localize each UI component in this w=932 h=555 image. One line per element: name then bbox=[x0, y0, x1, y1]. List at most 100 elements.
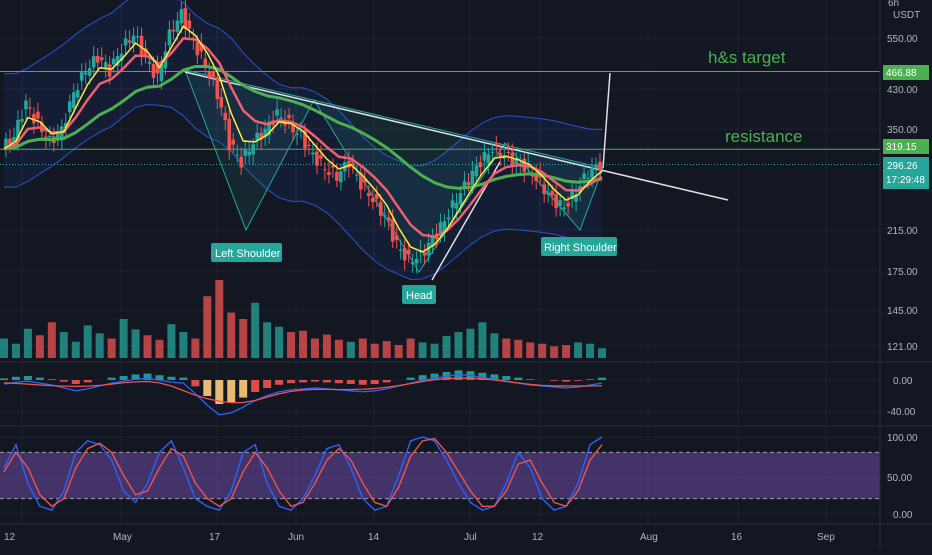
macd-histogram-bar bbox=[155, 375, 164, 380]
candle-body bbox=[295, 133, 299, 135]
right-shoulder-callout: Right Shoulder bbox=[541, 237, 617, 256]
volume-bar bbox=[322, 334, 331, 358]
candle-body bbox=[83, 72, 88, 75]
candle-body bbox=[594, 164, 598, 169]
volume-bar bbox=[131, 329, 140, 358]
macd-panel bbox=[0, 370, 606, 416]
candle-body bbox=[235, 154, 240, 156]
volume-bar bbox=[478, 322, 487, 358]
candle-body bbox=[335, 171, 339, 181]
volume-bar bbox=[119, 319, 128, 358]
macd-histogram-bar bbox=[107, 377, 116, 380]
candle-body bbox=[151, 63, 156, 79]
resistance-price-text: 319.15 bbox=[886, 142, 917, 153]
candle-body bbox=[394, 235, 399, 240]
volume-bar bbox=[550, 346, 559, 358]
candle-body bbox=[307, 144, 311, 146]
candle-body bbox=[558, 200, 562, 206]
macd-histogram-bar bbox=[11, 376, 20, 380]
volume-bar bbox=[382, 341, 391, 358]
volume-bar bbox=[167, 324, 176, 358]
macd-histogram-bar bbox=[430, 373, 439, 380]
time-label: Jun bbox=[288, 532, 304, 543]
macd-histogram-bar bbox=[47, 379, 56, 380]
candle-body bbox=[139, 35, 144, 56]
macd-histogram-bar bbox=[382, 380, 391, 383]
volume-bar bbox=[310, 338, 319, 358]
candle-body bbox=[36, 111, 40, 119]
candle-body bbox=[374, 194, 379, 199]
macd-tick: 0.00 bbox=[893, 376, 913, 387]
candle-body bbox=[127, 40, 132, 43]
candle-body bbox=[4, 138, 8, 149]
candle-body bbox=[311, 152, 315, 155]
volume-bar bbox=[574, 342, 583, 358]
candle-body bbox=[111, 58, 116, 65]
time-label: 16 bbox=[731, 532, 743, 543]
target-annotation: h&s target bbox=[708, 48, 786, 67]
volume-bar bbox=[334, 339, 343, 358]
candle-body bbox=[231, 139, 236, 145]
candle-body bbox=[299, 130, 303, 132]
horizontal-levels bbox=[0, 70, 880, 165]
candle-body bbox=[438, 222, 443, 233]
volume-bar bbox=[203, 296, 212, 358]
volume-bar bbox=[71, 341, 80, 358]
time-label: 12 bbox=[532, 532, 544, 543]
volume-bar bbox=[406, 338, 415, 358]
price-scale[interactable]: 6h USDT 550.00 430.00 350.00 215.00 175.… bbox=[883, 0, 929, 521]
macd-histogram-bar bbox=[514, 377, 523, 380]
volume-bar bbox=[562, 345, 571, 358]
candle-body bbox=[16, 119, 20, 143]
stoch-tick: 0.00 bbox=[893, 510, 913, 521]
stoch-tick: 100.00 bbox=[887, 433, 918, 444]
macd-tick: -40.00 bbox=[887, 407, 916, 418]
volume-bar bbox=[35, 335, 44, 358]
macd-histogram-bar bbox=[454, 370, 463, 380]
macd-histogram-bar bbox=[119, 376, 128, 380]
candle-body bbox=[355, 174, 359, 176]
volume-bar bbox=[598, 348, 606, 358]
head-callout: Head bbox=[402, 285, 436, 304]
candle-body bbox=[103, 62, 108, 68]
volume-bar bbox=[179, 332, 188, 358]
candle-body bbox=[131, 35, 136, 45]
volume-bar bbox=[107, 338, 116, 358]
volume-bars bbox=[0, 280, 606, 358]
macd-histogram-bar bbox=[490, 374, 499, 380]
macd-histogram-bar bbox=[322, 380, 331, 383]
candle-body bbox=[562, 207, 566, 210]
macd-histogram-bar bbox=[310, 380, 319, 382]
candle-body bbox=[498, 152, 503, 158]
candle-body bbox=[267, 121, 271, 136]
volume-bar bbox=[83, 325, 92, 358]
candle-body bbox=[251, 144, 255, 155]
stoch-tick: 50.00 bbox=[887, 473, 912, 484]
time-label: 17 bbox=[209, 532, 221, 543]
volume-bar bbox=[263, 322, 272, 358]
candle-body bbox=[12, 136, 16, 142]
candle-body bbox=[486, 154, 491, 164]
volume-bar bbox=[227, 312, 236, 358]
candle-body bbox=[450, 200, 455, 208]
macd-histogram-bar bbox=[598, 377, 606, 380]
volume-bar bbox=[59, 332, 68, 358]
volume-bar bbox=[514, 339, 523, 358]
target-projection bbox=[602, 72, 611, 169]
volume-bar bbox=[191, 338, 200, 358]
macd-histogram-bar bbox=[0, 378, 8, 380]
macd-histogram-bar bbox=[167, 376, 176, 380]
macd-histogram-bar bbox=[131, 374, 140, 380]
neckline bbox=[184, 71, 729, 201]
candle-body bbox=[542, 184, 546, 195]
candle-body bbox=[331, 165, 335, 168]
candle-body bbox=[422, 251, 427, 256]
candle-body bbox=[406, 249, 411, 255]
candle-body bbox=[466, 182, 471, 186]
macd-histogram-bar bbox=[550, 380, 559, 381]
volume-bar bbox=[502, 338, 511, 358]
macd-histogram-bar bbox=[263, 380, 272, 388]
